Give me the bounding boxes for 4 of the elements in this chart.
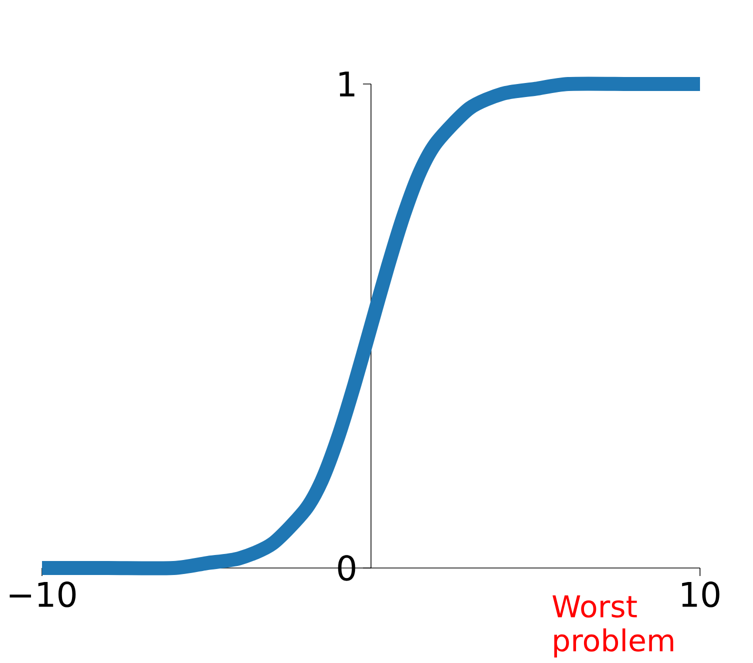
x-tick-label: 10 — [682, 582, 720, 608]
text: Worst problem — [552, 595, 674, 658]
y-tick-label: 1 — [340, 72, 354, 96]
x-tick-label: −10 — [10, 582, 76, 608]
